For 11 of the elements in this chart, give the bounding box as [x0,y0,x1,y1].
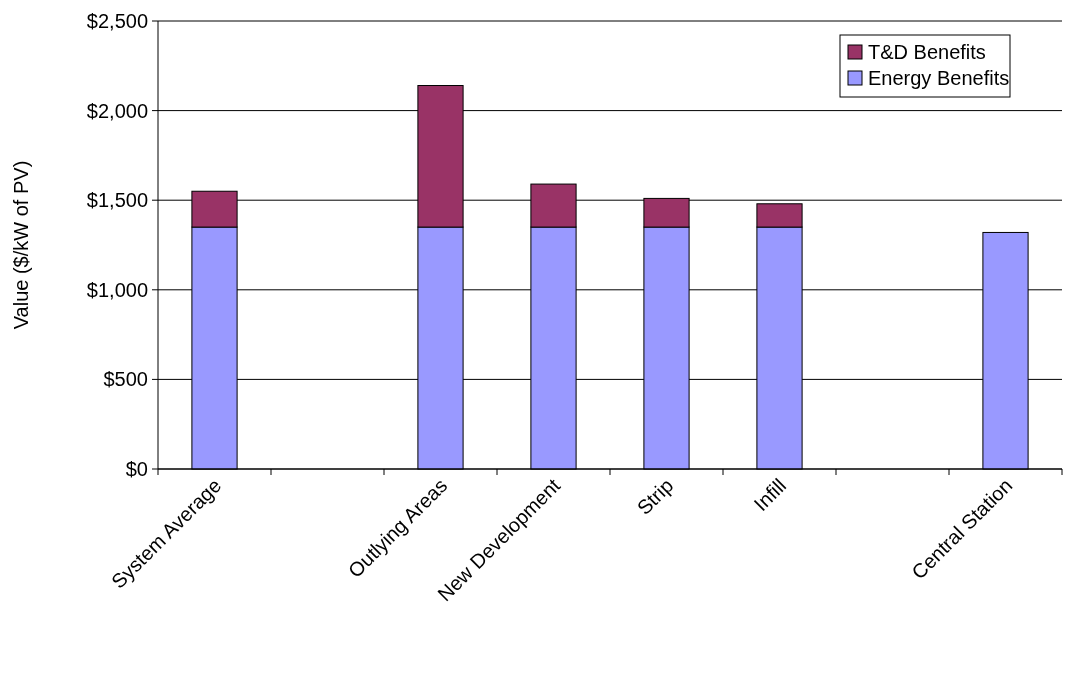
y-tick-label: $0 [125,458,148,480]
legend-label: Energy Benefits [868,67,1010,89]
y-tick-label: $1,000 [86,278,148,301]
y-tick-label: $500 [103,368,148,391]
x-tick-label: Strip [632,474,678,519]
y-axis-title: Value ($/kW of PV) [10,160,32,330]
x-tick-label: Infill [749,474,791,515]
legend-label: T&D Benefits [868,41,986,63]
y-tick-label: $2,500 [86,10,148,32]
y-tick-label: $2,000 [86,99,148,122]
y-tick-label: $1,500 [86,189,148,212]
